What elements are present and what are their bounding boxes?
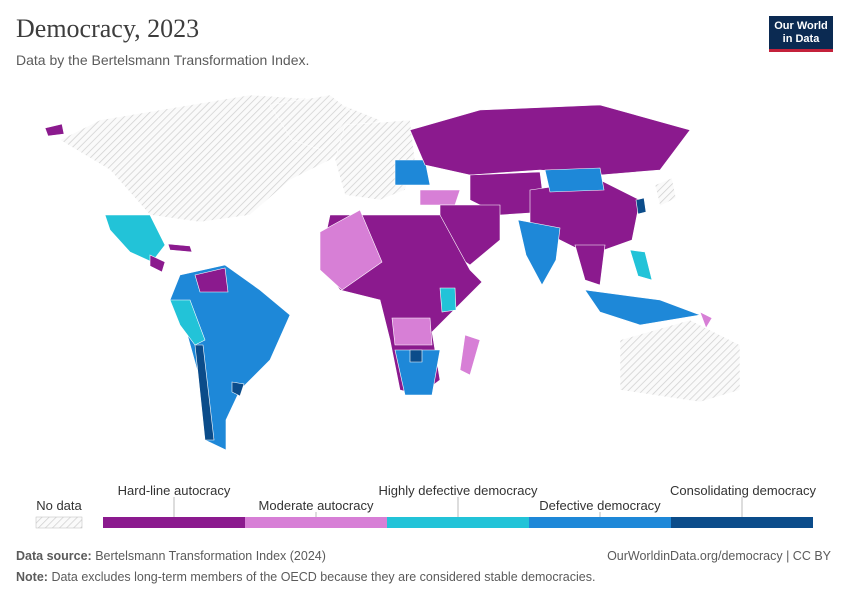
region bbox=[104, 214, 166, 263]
legend-label: Highly defective democracy bbox=[379, 483, 538, 498]
region bbox=[409, 104, 691, 176]
region bbox=[619, 319, 741, 403]
legend-label: Hard-line autocracy bbox=[118, 483, 231, 498]
region bbox=[169, 299, 206, 346]
region bbox=[194, 267, 229, 293]
region bbox=[231, 381, 245, 397]
logo-line: Our World bbox=[774, 20, 828, 32]
note-label: Note: bbox=[16, 570, 48, 584]
source-label: Data source: bbox=[16, 549, 92, 563]
url[interactable]: OurWorldinData.org/democracy | CC BY bbox=[607, 549, 831, 563]
regions bbox=[44, 94, 741, 451]
region bbox=[574, 244, 606, 286]
region bbox=[629, 249, 653, 281]
note-text: Data excludes long-term members of the O… bbox=[51, 570, 596, 584]
region bbox=[319, 209, 383, 291]
legend-swatch bbox=[103, 517, 245, 528]
legend-label: No data bbox=[36, 498, 82, 513]
legend-label: Moderate autocracy bbox=[259, 498, 374, 513]
logo[interactable]: Our World in Data bbox=[769, 16, 833, 52]
region bbox=[169, 264, 291, 451]
region bbox=[635, 197, 647, 215]
legend: No data Hard-line autocracy Moderate auto… bbox=[35, 483, 816, 529]
title: Democracy, 2023 bbox=[16, 14, 200, 43]
source-text: Bertelsmann Transformation Index (2024) bbox=[95, 549, 326, 563]
region bbox=[439, 287, 457, 313]
region bbox=[394, 159, 431, 186]
region bbox=[409, 349, 423, 363]
region bbox=[654, 177, 677, 207]
region bbox=[584, 289, 702, 326]
note: Note: Data excludes long-term members of… bbox=[16, 570, 595, 584]
legend-label: Defective democracy bbox=[539, 498, 661, 513]
region bbox=[419, 189, 461, 206]
region bbox=[469, 171, 546, 216]
logo-line: in Data bbox=[782, 33, 820, 45]
region bbox=[149, 254, 166, 273]
region bbox=[194, 344, 215, 441]
legend-label: Consolidating democracy bbox=[670, 483, 816, 498]
source: Data source: Bertelsmann Transformation … bbox=[16, 549, 326, 563]
region bbox=[544, 167, 605, 193]
subtitle: Data by the Bertelsmann Transformation I… bbox=[16, 52, 310, 68]
region bbox=[517, 219, 561, 286]
region bbox=[699, 311, 713, 329]
region bbox=[44, 123, 65, 137]
legend-swatch bbox=[529, 517, 671, 528]
region bbox=[394, 349, 441, 396]
region bbox=[167, 243, 193, 253]
region bbox=[391, 317, 433, 346]
legend-swatch bbox=[671, 517, 813, 528]
legend-swatch bbox=[245, 517, 387, 528]
region bbox=[269, 94, 353, 151]
legend-swatch bbox=[387, 517, 529, 528]
no-data-swatch bbox=[35, 516, 83, 529]
region bbox=[459, 334, 481, 376]
